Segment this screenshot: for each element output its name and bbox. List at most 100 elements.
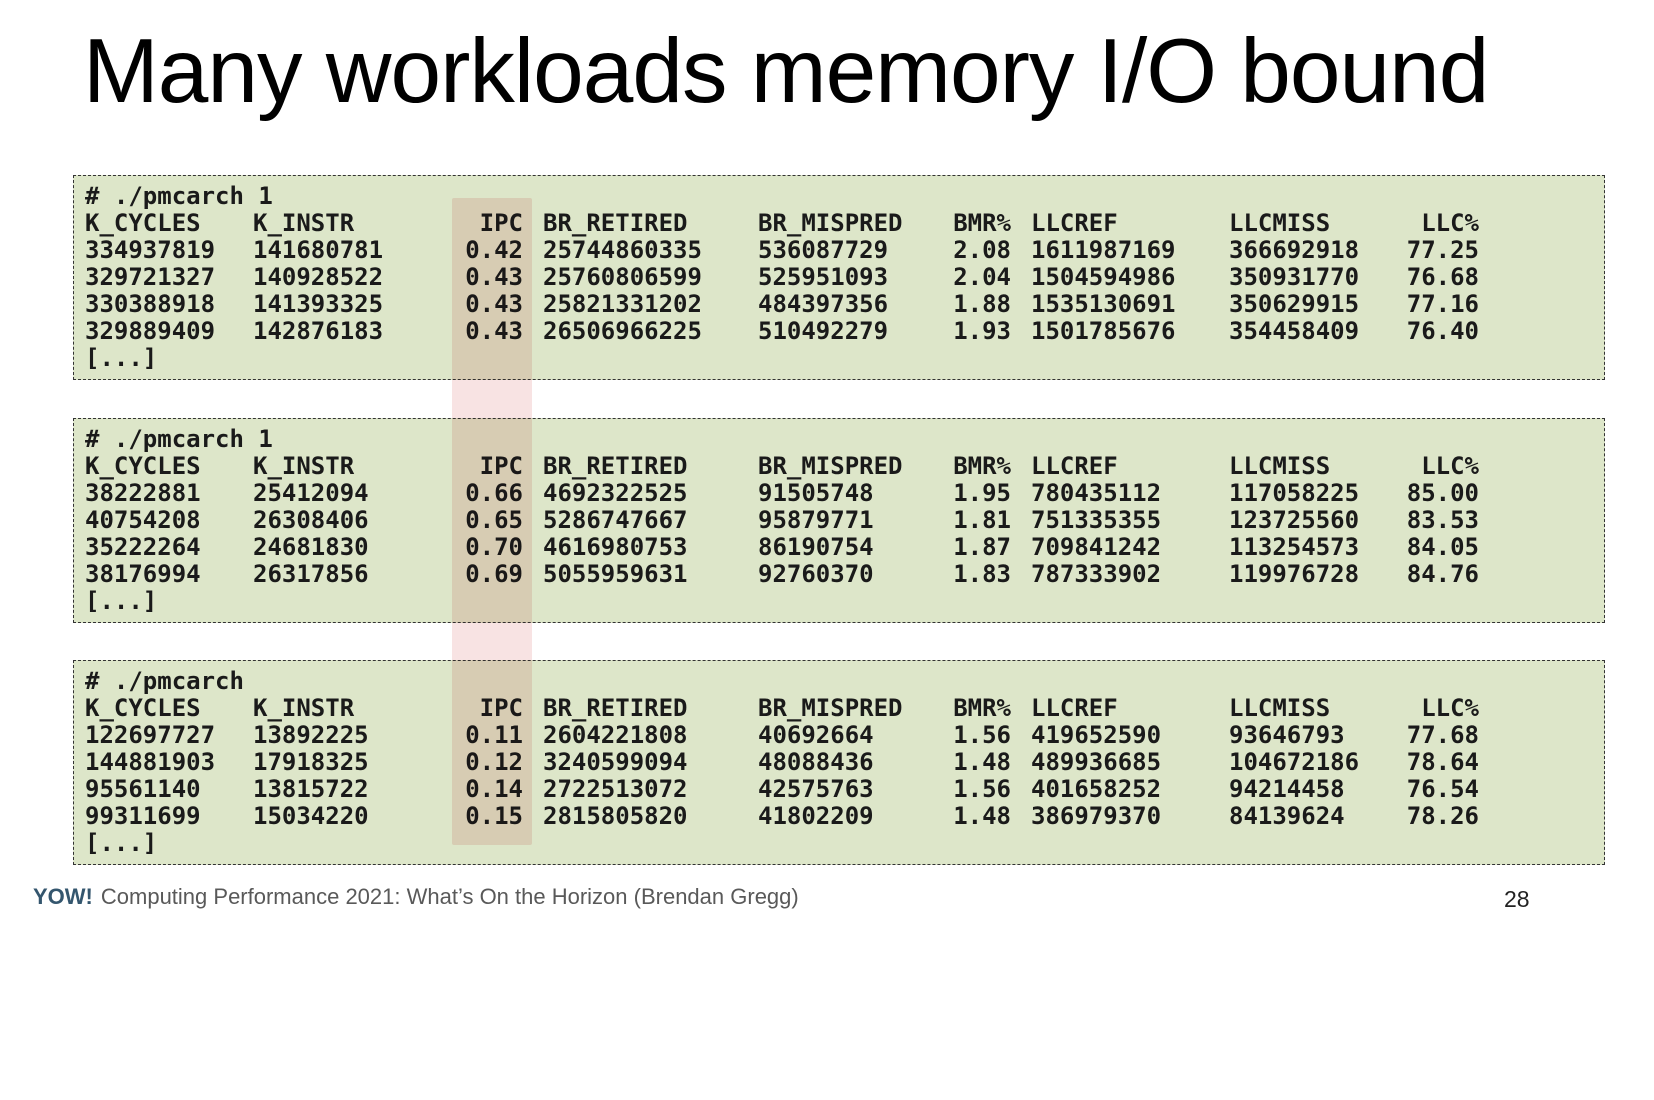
cell-llcmiss: 366692918 bbox=[1229, 236, 1360, 264]
col-header-bmr-pct: BMR% bbox=[953, 452, 1011, 480]
table-row: 334937819 141680781 0.42 25744860335 536… bbox=[74, 237, 1604, 264]
table-row: 144881903 17918325 0.12 3240599094 48088… bbox=[74, 749, 1604, 776]
cell-llc-pct: 85.00 bbox=[1406, 479, 1479, 507]
cell-k-cycles: 330388918 bbox=[85, 290, 216, 318]
cell-llc-pct: 76.54 bbox=[1406, 775, 1479, 803]
cell-br-retired: 25821331202 bbox=[543, 290, 702, 318]
table-row: 95561140 13815722 0.14 2722513072 425757… bbox=[74, 776, 1604, 803]
col-header-k-cycles: K_CYCLES bbox=[85, 694, 201, 722]
col-header-br-mispred: BR_MISPRED bbox=[758, 209, 903, 237]
footer: YOW! Computing Performance 2021: What’s O… bbox=[33, 884, 799, 910]
cell-k-instr: 142876183 bbox=[253, 317, 384, 345]
cell-k-instr: 17918325 bbox=[253, 748, 369, 776]
col-header-br-retired: BR_RETIRED bbox=[543, 209, 688, 237]
table-row: 38222881 25412094 0.66 4692322525 915057… bbox=[74, 480, 1604, 507]
cell-llcmiss: 93646793 bbox=[1229, 721, 1345, 749]
cell-k-instr: 13892225 bbox=[253, 721, 369, 749]
cell-llcmiss: 123725560 bbox=[1229, 506, 1360, 534]
cell-k-instr: 26317856 bbox=[253, 560, 369, 588]
cell-ipc: 0.14 bbox=[465, 775, 523, 803]
table-row: 99311699 15034220 0.15 2815805820 418022… bbox=[74, 803, 1604, 830]
cell-br-retired: 4616980753 bbox=[543, 533, 688, 561]
cell-llc-pct: 76.40 bbox=[1406, 317, 1479, 345]
cell-llcref: 1501785676 bbox=[1031, 317, 1176, 345]
cell-llcmiss: 84139624 bbox=[1229, 802, 1345, 830]
cell-br-retired: 2815805820 bbox=[543, 802, 688, 830]
table-header-row: K_CYCLES K_INSTR IPC BR_RETIRED BR_MISPR… bbox=[74, 695, 1604, 722]
cell-br-retired: 5055959631 bbox=[543, 560, 688, 588]
cell-bmr-pct: 2.08 bbox=[953, 236, 1011, 264]
cell-ipc: 0.65 bbox=[465, 506, 523, 534]
cell-br-mispred: 484397356 bbox=[758, 290, 889, 318]
cell-br-retired: 2604221808 bbox=[543, 721, 688, 749]
cell-llcref: 489936685 bbox=[1031, 748, 1162, 776]
cell-k-cycles: 95561140 bbox=[85, 775, 201, 803]
cell-k-cycles: 38176994 bbox=[85, 560, 201, 588]
cell-bmr-pct: 1.93 bbox=[953, 317, 1011, 345]
table-row: 38176994 26317856 0.69 5055959631 927603… bbox=[74, 561, 1604, 588]
cell-ipc: 0.69 bbox=[465, 560, 523, 588]
cell-llcmiss: 354458409 bbox=[1229, 317, 1360, 345]
ellipsis-line: [...] bbox=[85, 587, 158, 615]
cell-bmr-pct: 1.87 bbox=[953, 533, 1011, 561]
cell-llcref: 1535130691 bbox=[1031, 290, 1176, 318]
cell-br-mispred: 525951093 bbox=[758, 263, 889, 291]
table-row: 329889409 142876183 0.43 26506966225 510… bbox=[74, 318, 1604, 345]
cell-ipc: 0.42 bbox=[465, 236, 523, 264]
cell-k-instr: 13815722 bbox=[253, 775, 369, 803]
cell-k-cycles: 334937819 bbox=[85, 236, 216, 264]
col-header-llc-pct: LLC% bbox=[1421, 452, 1479, 480]
ellipsis-line: [...] bbox=[85, 829, 158, 857]
cell-ipc: 0.11 bbox=[465, 721, 523, 749]
cell-llcmiss: 113254573 bbox=[1229, 533, 1360, 561]
cell-llc-pct: 84.76 bbox=[1406, 560, 1479, 588]
command-line: # ./pmcarch 1 bbox=[85, 182, 273, 210]
cell-llc-pct: 77.16 bbox=[1406, 290, 1479, 318]
cell-k-instr: 25412094 bbox=[253, 479, 369, 507]
cell-llcref: 780435112 bbox=[1031, 479, 1162, 507]
cell-bmr-pct: 1.48 bbox=[953, 748, 1011, 776]
cell-br-mispred: 40692664 bbox=[758, 721, 874, 749]
table-header-row: K_CYCLES K_INSTR IPC BR_RETIRED BR_MISPR… bbox=[74, 453, 1604, 480]
cell-k-cycles: 35222264 bbox=[85, 533, 201, 561]
cell-llcref: 419652590 bbox=[1031, 721, 1162, 749]
col-header-k-cycles: K_CYCLES bbox=[85, 452, 201, 480]
cell-bmr-pct: 1.48 bbox=[953, 802, 1011, 830]
cell-ipc: 0.66 bbox=[465, 479, 523, 507]
terminal-output-block-3: # ./pmcarch K_CYCLES K_INSTR IPC BR_RETI… bbox=[73, 660, 1605, 865]
cell-k-cycles: 144881903 bbox=[85, 748, 216, 776]
cell-br-mispred: 41802209 bbox=[758, 802, 874, 830]
cell-k-instr: 26308406 bbox=[253, 506, 369, 534]
cell-br-retired: 26506966225 bbox=[543, 317, 702, 345]
cell-k-instr: 24681830 bbox=[253, 533, 369, 561]
cell-k-cycles: 99311699 bbox=[85, 802, 201, 830]
cell-k-cycles: 329721327 bbox=[85, 263, 216, 291]
cell-k-instr: 140928522 bbox=[253, 263, 384, 291]
cell-k-cycles: 329889409 bbox=[85, 317, 216, 345]
col-header-llc-pct: LLC% bbox=[1421, 209, 1479, 237]
command-line: # ./pmcarch bbox=[85, 667, 244, 695]
page-number: 28 bbox=[1504, 886, 1530, 912]
col-header-bmr-pct: BMR% bbox=[953, 694, 1011, 722]
terminal-output-block-1: # ./pmcarch 1 K_CYCLES K_INSTR IPC BR_RE… bbox=[73, 175, 1605, 380]
cell-bmr-pct: 1.95 bbox=[953, 479, 1011, 507]
cell-br-mispred: 92760370 bbox=[758, 560, 874, 588]
col-header-llcref: LLCREF bbox=[1031, 209, 1118, 237]
cell-llc-pct: 77.25 bbox=[1406, 236, 1479, 264]
cell-llc-pct: 84.05 bbox=[1406, 533, 1479, 561]
col-header-ipc: IPC bbox=[479, 452, 523, 480]
cell-llc-pct: 78.26 bbox=[1406, 802, 1479, 830]
cell-br-mispred: 510492279 bbox=[758, 317, 889, 345]
col-header-br-mispred: BR_MISPRED bbox=[758, 452, 903, 480]
cell-bmr-pct: 1.88 bbox=[953, 290, 1011, 318]
col-header-llcmiss: LLCMISS bbox=[1229, 452, 1331, 480]
cell-llcref: 386979370 bbox=[1031, 802, 1162, 830]
cell-bmr-pct: 1.81 bbox=[953, 506, 1011, 534]
cell-br-retired: 25760806599 bbox=[543, 263, 702, 291]
col-header-k-instr: K_INSTR bbox=[253, 452, 355, 480]
col-header-llc-pct: LLC% bbox=[1421, 694, 1479, 722]
cell-k-cycles: 38222881 bbox=[85, 479, 201, 507]
cell-llcref: 1611987169 bbox=[1031, 236, 1176, 264]
cell-llcmiss: 117058225 bbox=[1229, 479, 1360, 507]
cell-br-mispred: 91505748 bbox=[758, 479, 874, 507]
